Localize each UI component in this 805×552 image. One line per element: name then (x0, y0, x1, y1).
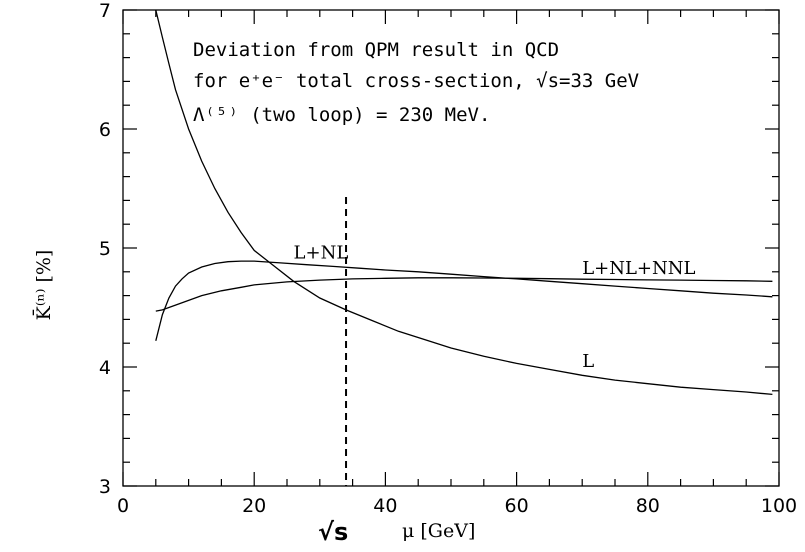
curve-l-nl (155, 260, 773, 341)
sqrt-s-label: √s (318, 518, 348, 546)
y-tick-label: 6 (99, 119, 111, 141)
x-tick-label: 40 (373, 495, 397, 517)
annotation-line-1: Deviation from QPM result in QCD (193, 39, 559, 61)
y-tick-label: 4 (99, 357, 111, 379)
y-tick-label: 7 (99, 0, 111, 22)
curve-label-l-nl-nnl: L+NL+NNL (582, 258, 695, 279)
x-tick-label: 0 (117, 495, 129, 517)
y-tick-label: 5 (99, 238, 111, 260)
curve-label-l: L (582, 351, 594, 372)
curve-label-l-nl: L+NL (294, 243, 349, 264)
y-tick-label: 3 (99, 476, 111, 498)
curve-labels: L L+NL L+NL+NNL (294, 243, 696, 372)
x-axis-label: μ [GeV] (402, 520, 475, 542)
y-axis-label: K̄⁽ⁿ⁾ [%] (32, 250, 55, 321)
x-tick-label: 100 (761, 495, 797, 517)
x-tick-label: 60 (505, 495, 529, 517)
x-tick-label: 20 (242, 495, 266, 517)
annotation: Deviation from QPM result in QCD for e⁺e… (193, 39, 639, 126)
annotation-line-2: for e⁺e⁻ total cross-section, √s=33 GeV (193, 70, 639, 92)
curve-l (155, 9, 773, 396)
x-tick-label: 80 (636, 495, 660, 517)
plot-frame (122, 9, 780, 487)
curve-l-nl-nnl (155, 277, 773, 312)
tick-labels: 0 20 40 60 80 100 3 4 5 6 7 (99, 0, 797, 517)
annotation-line-3: Λ⁽⁵⁾ (two loop) = 230 MeV. (193, 104, 490, 126)
curves (155, 9, 773, 396)
